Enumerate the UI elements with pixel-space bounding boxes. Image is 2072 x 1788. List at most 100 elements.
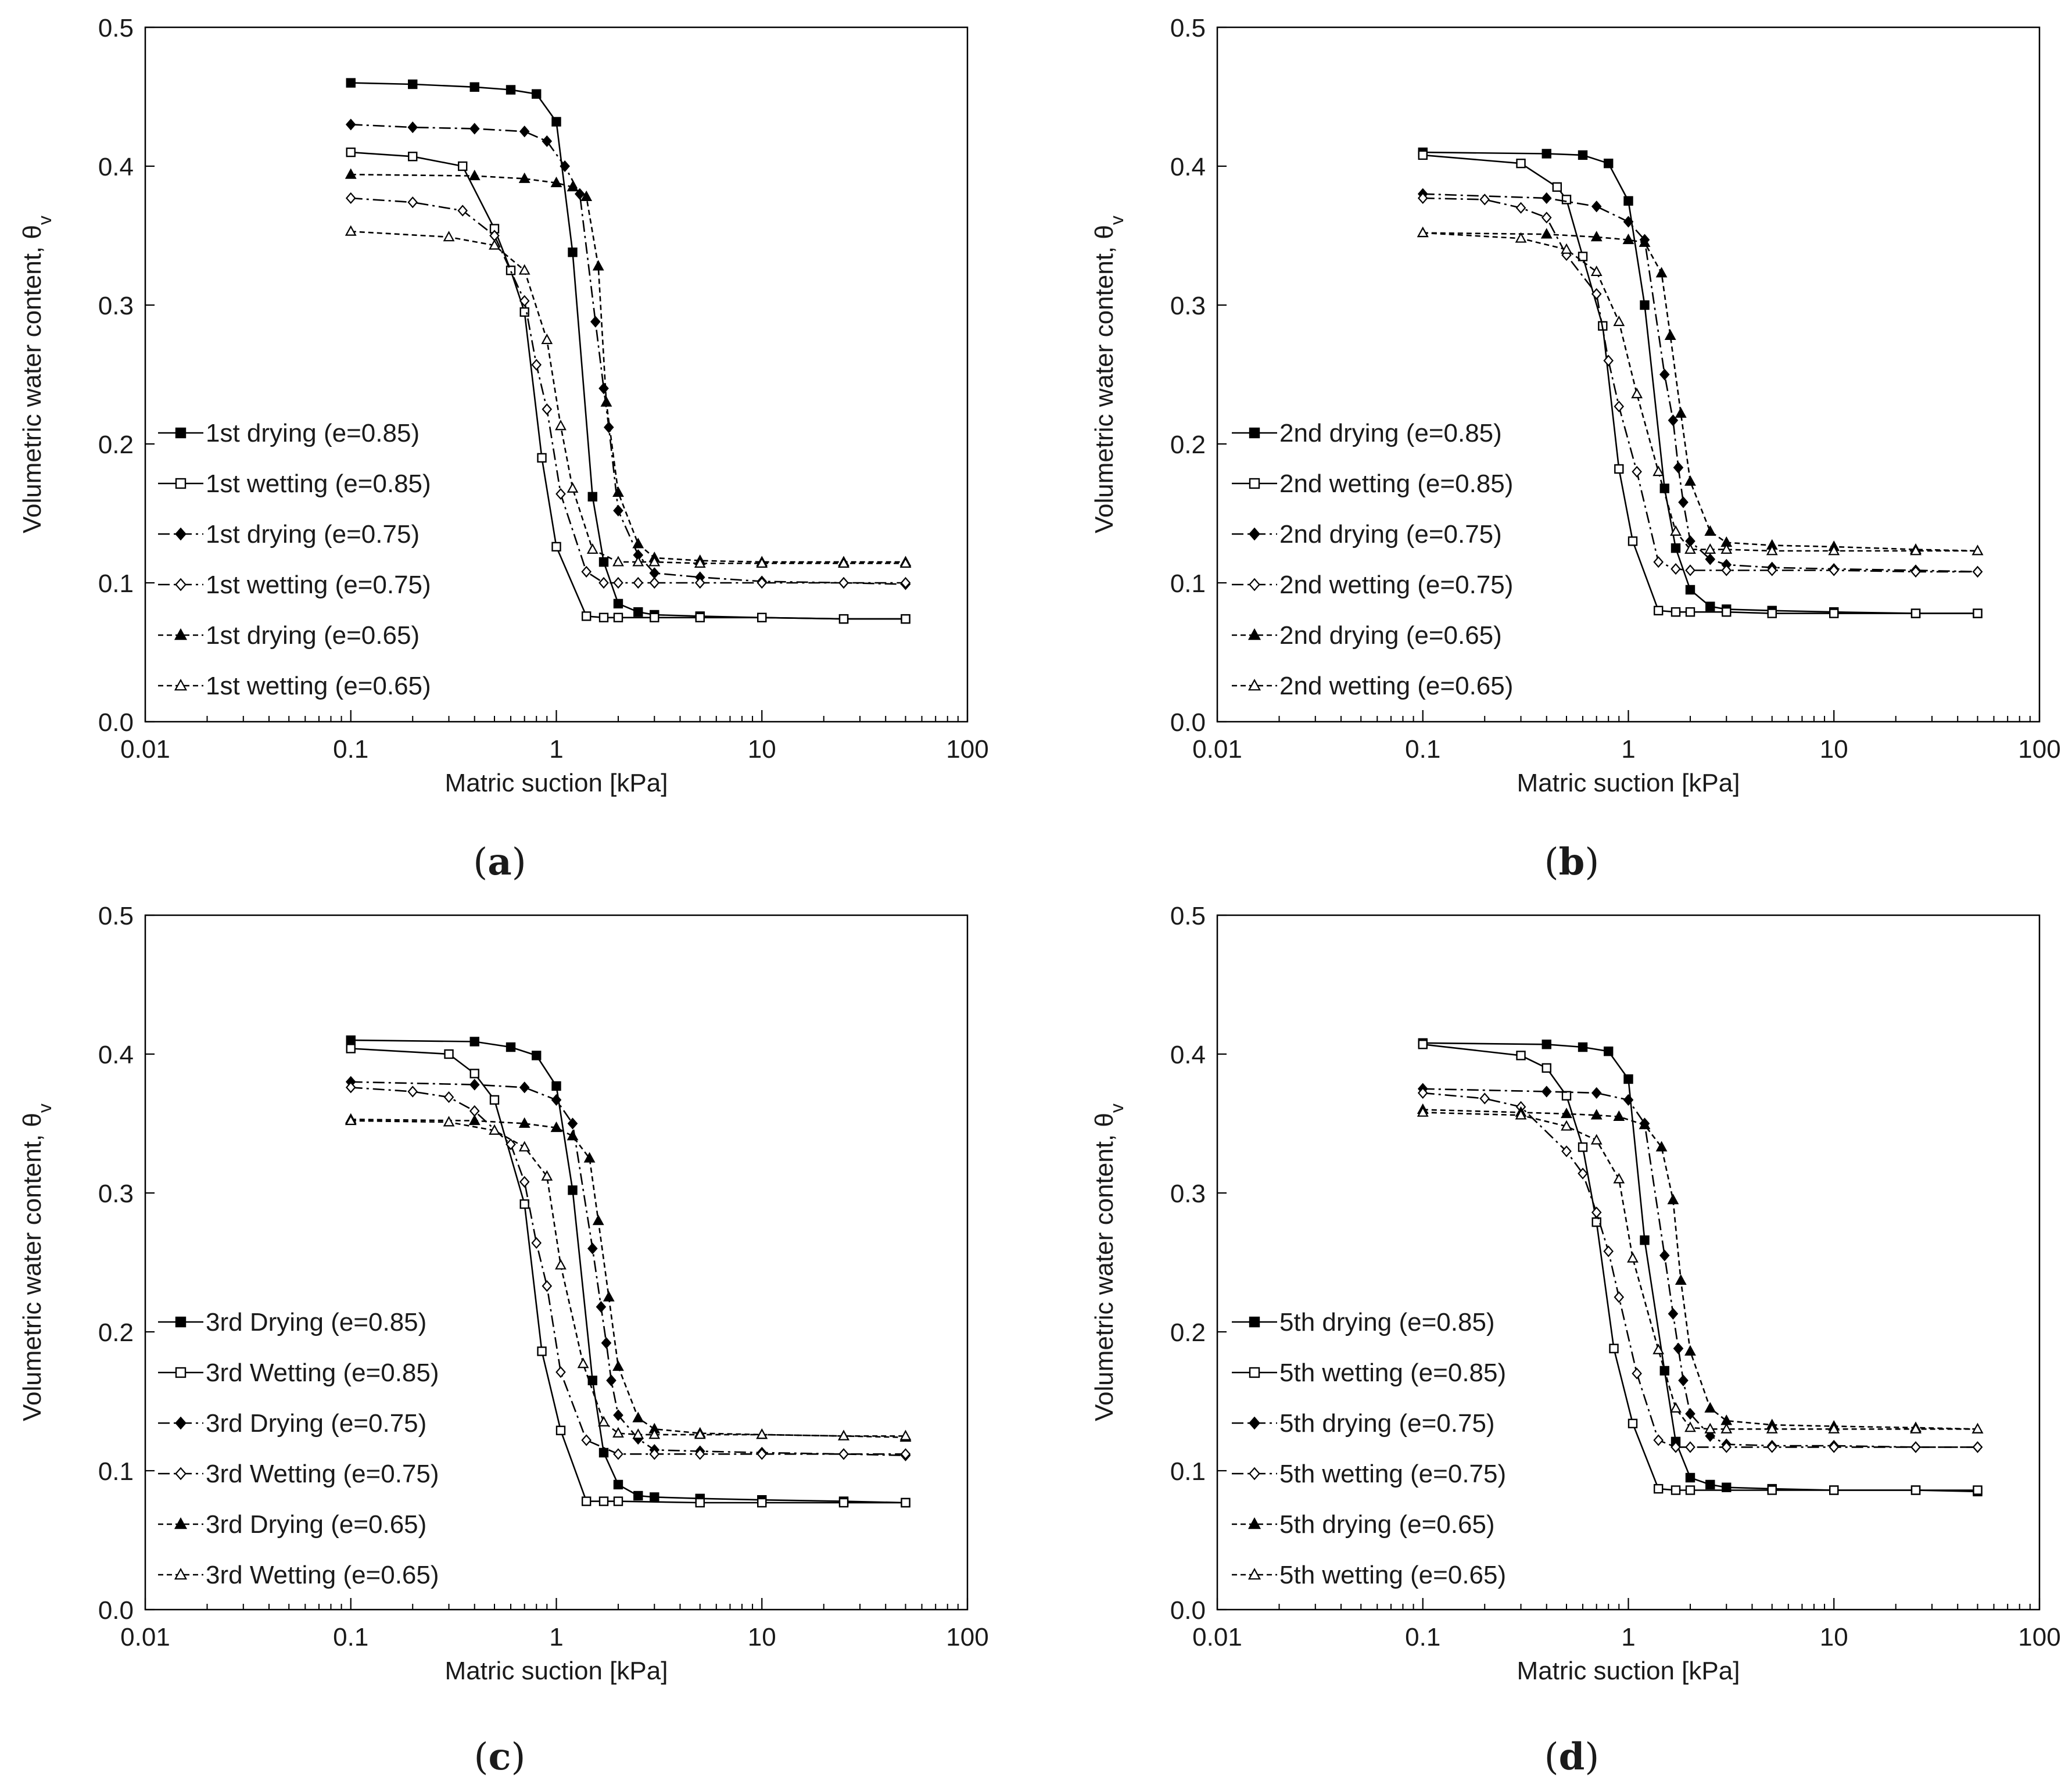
legend-marker <box>175 427 187 439</box>
data-point <box>1590 1134 1603 1145</box>
data-point <box>1704 1422 1716 1434</box>
data-point <box>345 192 356 205</box>
data-point <box>581 611 592 621</box>
data-point <box>756 1428 768 1439</box>
data-point <box>551 1081 561 1091</box>
data-point <box>407 121 418 134</box>
y-axis-title: Volumetric water content, θv <box>18 216 55 533</box>
data-point <box>603 421 614 433</box>
y-axis-title: Volumetric water content, θv <box>1090 1103 1127 1421</box>
data-point <box>1640 1235 1650 1245</box>
series-2 <box>1418 1040 1983 1495</box>
y-tick-label: 0.2 <box>98 431 134 459</box>
legend-label: 1st drying (e=0.85) <box>206 419 420 447</box>
data-point <box>580 190 593 201</box>
panel-caption-letter: d <box>1559 1735 1585 1779</box>
legend-label: 1st wetting (e=0.85) <box>206 470 431 498</box>
data-point <box>632 1428 644 1439</box>
series-4 <box>1417 192 1983 578</box>
legend-marker <box>1247 1568 1261 1580</box>
panel-caption-letter: a <box>487 840 511 884</box>
data-point <box>443 1116 455 1127</box>
legend-entry: 3rd Wetting (e=0.65) <box>158 1561 439 1589</box>
data-point <box>1628 536 1638 546</box>
data-point <box>1766 1441 1777 1453</box>
data-point <box>1685 1441 1695 1453</box>
legend-entry: 1st drying (e=0.85) <box>158 419 420 447</box>
data-point <box>550 1121 562 1133</box>
panel-caption: (d) <box>1544 1735 1600 1779</box>
legend-label: 3rd Drying (e=0.85) <box>206 1308 426 1336</box>
data-point <box>443 1091 454 1103</box>
data-point <box>1684 543 1696 554</box>
data-point <box>541 334 553 345</box>
data-point <box>1542 1063 1551 1073</box>
y-tick-label: 0.0 <box>98 1596 134 1625</box>
y-tick-label: 0.4 <box>1170 153 1206 181</box>
legend-marker <box>1249 1467 1260 1481</box>
data-point <box>1659 1249 1670 1262</box>
data-point <box>567 482 579 493</box>
series-line <box>1422 232 1978 552</box>
series-6 <box>1417 227 1984 556</box>
data-point <box>838 557 849 568</box>
x-axis-title: Matric suction [kPa] <box>1517 769 1740 797</box>
y-tick-label: 0.2 <box>1170 1318 1206 1347</box>
data-point <box>1561 1120 1572 1131</box>
data-point <box>695 1497 705 1508</box>
legend-entry: 1st wetting (e=0.75) <box>158 571 431 599</box>
x-tick-label: 0.01 <box>1192 1623 1242 1651</box>
data-point <box>613 504 623 517</box>
series-4 <box>345 192 911 589</box>
data-point <box>1417 192 1428 205</box>
data-point <box>1578 1042 1588 1052</box>
data-point <box>1684 1421 1696 1432</box>
data-point <box>537 453 547 463</box>
y-tick-label: 0.5 <box>98 902 134 930</box>
data-point <box>345 1081 356 1094</box>
data-point <box>1418 1040 1428 1049</box>
data-point <box>600 396 612 407</box>
data-point <box>469 1037 479 1047</box>
legend-label: 3rd Drying (e=0.65) <box>206 1510 426 1539</box>
data-point <box>542 403 553 415</box>
data-point <box>901 614 910 624</box>
data-point <box>346 147 356 157</box>
data-point <box>1767 608 1777 618</box>
data-point <box>568 1185 578 1195</box>
series-6 <box>345 1115 912 1441</box>
data-point <box>1828 544 1840 556</box>
x-tick-label: 100 <box>2018 735 2060 764</box>
data-point <box>1609 1343 1619 1353</box>
data-point <box>1653 605 1664 616</box>
legend-label: 5th wetting (e=0.85) <box>1279 1359 1506 1387</box>
data-point <box>1670 607 1681 617</box>
data-point <box>1722 607 1732 617</box>
y-tick-label: 0.3 <box>98 1180 134 1208</box>
panel-caption-close: ) <box>1585 1736 1599 1779</box>
data-point <box>1632 465 1642 478</box>
data-point <box>1591 1206 1602 1219</box>
data-point <box>1578 1167 1588 1180</box>
data-point <box>519 1081 530 1094</box>
data-point <box>581 1434 592 1446</box>
y-tick-label: 0.3 <box>1170 292 1206 320</box>
data-point <box>1591 288 1602 300</box>
data-point <box>1652 465 1665 476</box>
data-point <box>1685 585 1695 595</box>
data-point <box>542 1280 553 1292</box>
data-point <box>1670 563 1681 575</box>
data-point <box>632 556 644 567</box>
data-point <box>1670 525 1682 536</box>
legend-marker <box>1249 478 1260 489</box>
data-point <box>1766 544 1778 556</box>
legend-entry: 5th drying (e=0.65) <box>1232 1510 1495 1539</box>
series-line <box>350 124 906 585</box>
data-point <box>1670 1402 1682 1413</box>
x-tick-label: 10 <box>748 1623 776 1651</box>
data-point <box>1910 565 1921 578</box>
chart-panel-d: 0.01 0.1 1 10 100 0.0 0.1 0.2 0.3 0.4 0.5 Matric su… <box>1090 902 2061 1779</box>
data-point <box>1653 1484 1664 1494</box>
data-point <box>1603 1245 1614 1257</box>
